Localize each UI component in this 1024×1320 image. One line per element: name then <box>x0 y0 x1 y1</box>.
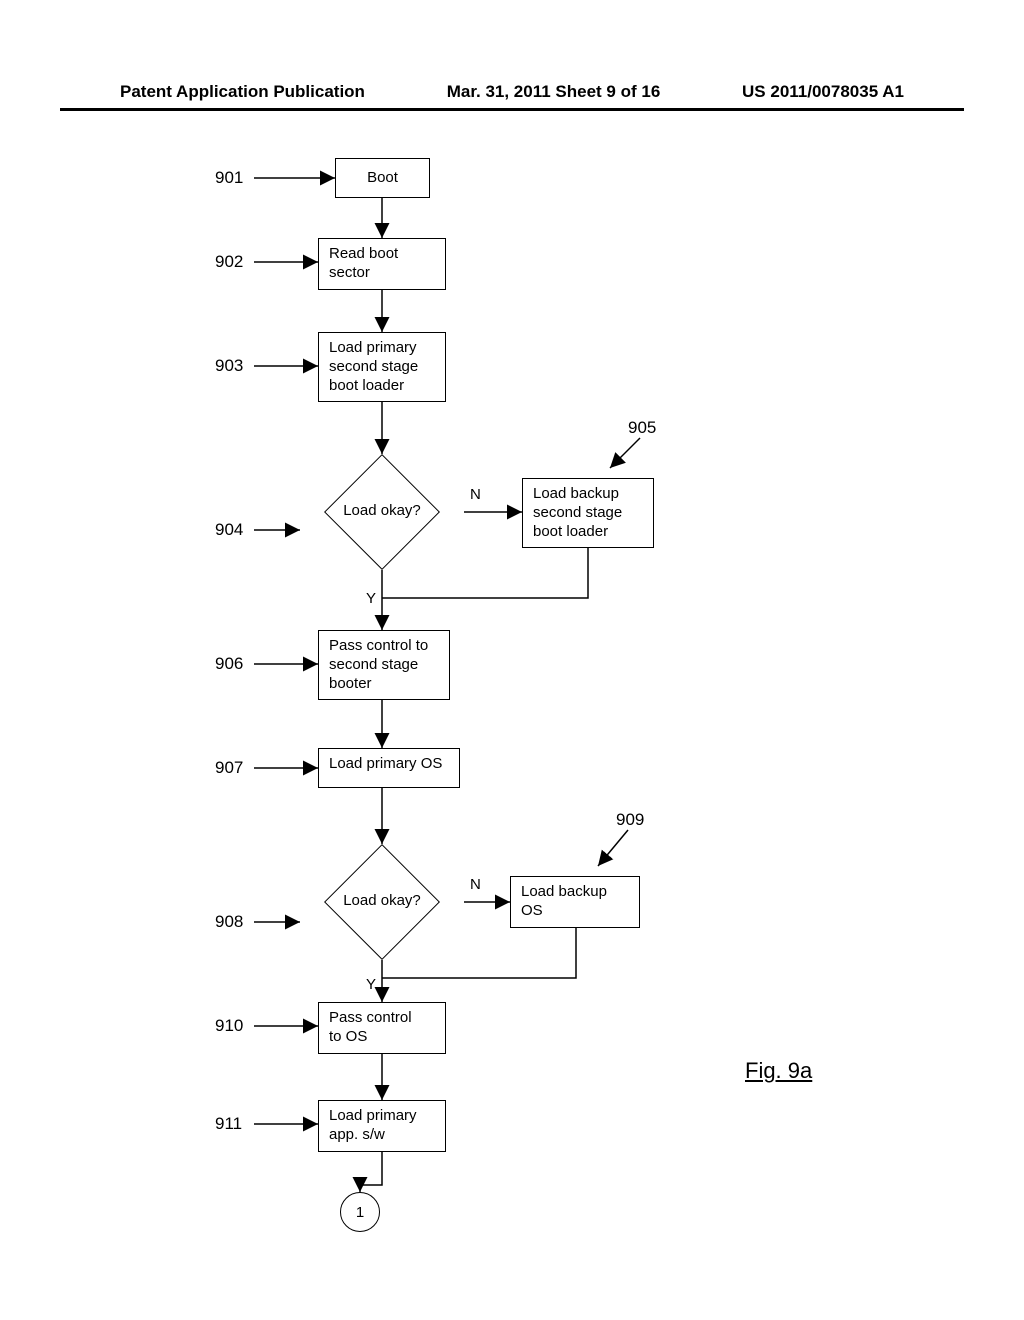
flowchart-canvas: Boot 901 Read bootsector 902 Load primarysec… <box>0 0 1024 1320</box>
node-n910: Pass controlto OS <box>318 1002 446 1054</box>
ref-908: 908 <box>215 912 243 932</box>
ref-902: 902 <box>215 252 243 272</box>
node-d908-label: Load okay? <box>327 892 437 909</box>
ref-907: 907 <box>215 758 243 778</box>
node-n906: Pass control tosecond stagebooter <box>318 630 450 700</box>
edge-label-d904-n906: Y <box>366 590 376 607</box>
node-n909: Load backupOS <box>510 876 640 928</box>
ref-911: 911 <box>215 1114 242 1134</box>
ref-903: 903 <box>215 356 243 376</box>
edges-layer <box>0 0 1024 1320</box>
figure-label: Fig. 9a <box>745 1058 812 1084</box>
ref-910: 910 <box>215 1016 243 1036</box>
edge-label-d908-n910: Y <box>366 976 376 993</box>
edge-label-d904-n905: N <box>470 486 481 503</box>
node-n902: Read bootsector <box>318 238 446 290</box>
node-n905: Load backupsecond stageboot loader <box>522 478 654 548</box>
ref-906: 906 <box>215 654 243 674</box>
node-c1: 1 <box>340 1192 380 1232</box>
node-n907: Load primary OS <box>318 748 460 788</box>
ref-901: 901 <box>215 168 243 188</box>
ref-904: 904 <box>215 520 243 540</box>
node-n901: Boot <box>335 158 430 198</box>
ref-909: 909 <box>616 810 644 830</box>
edge-label-d908-n909: N <box>470 876 481 893</box>
node-d904-label: Load okay? <box>327 502 437 519</box>
node-n911: Load primaryapp. s/w <box>318 1100 446 1152</box>
node-n903: Load primarysecond stageboot loader <box>318 332 446 402</box>
ref-905: 905 <box>628 418 656 438</box>
